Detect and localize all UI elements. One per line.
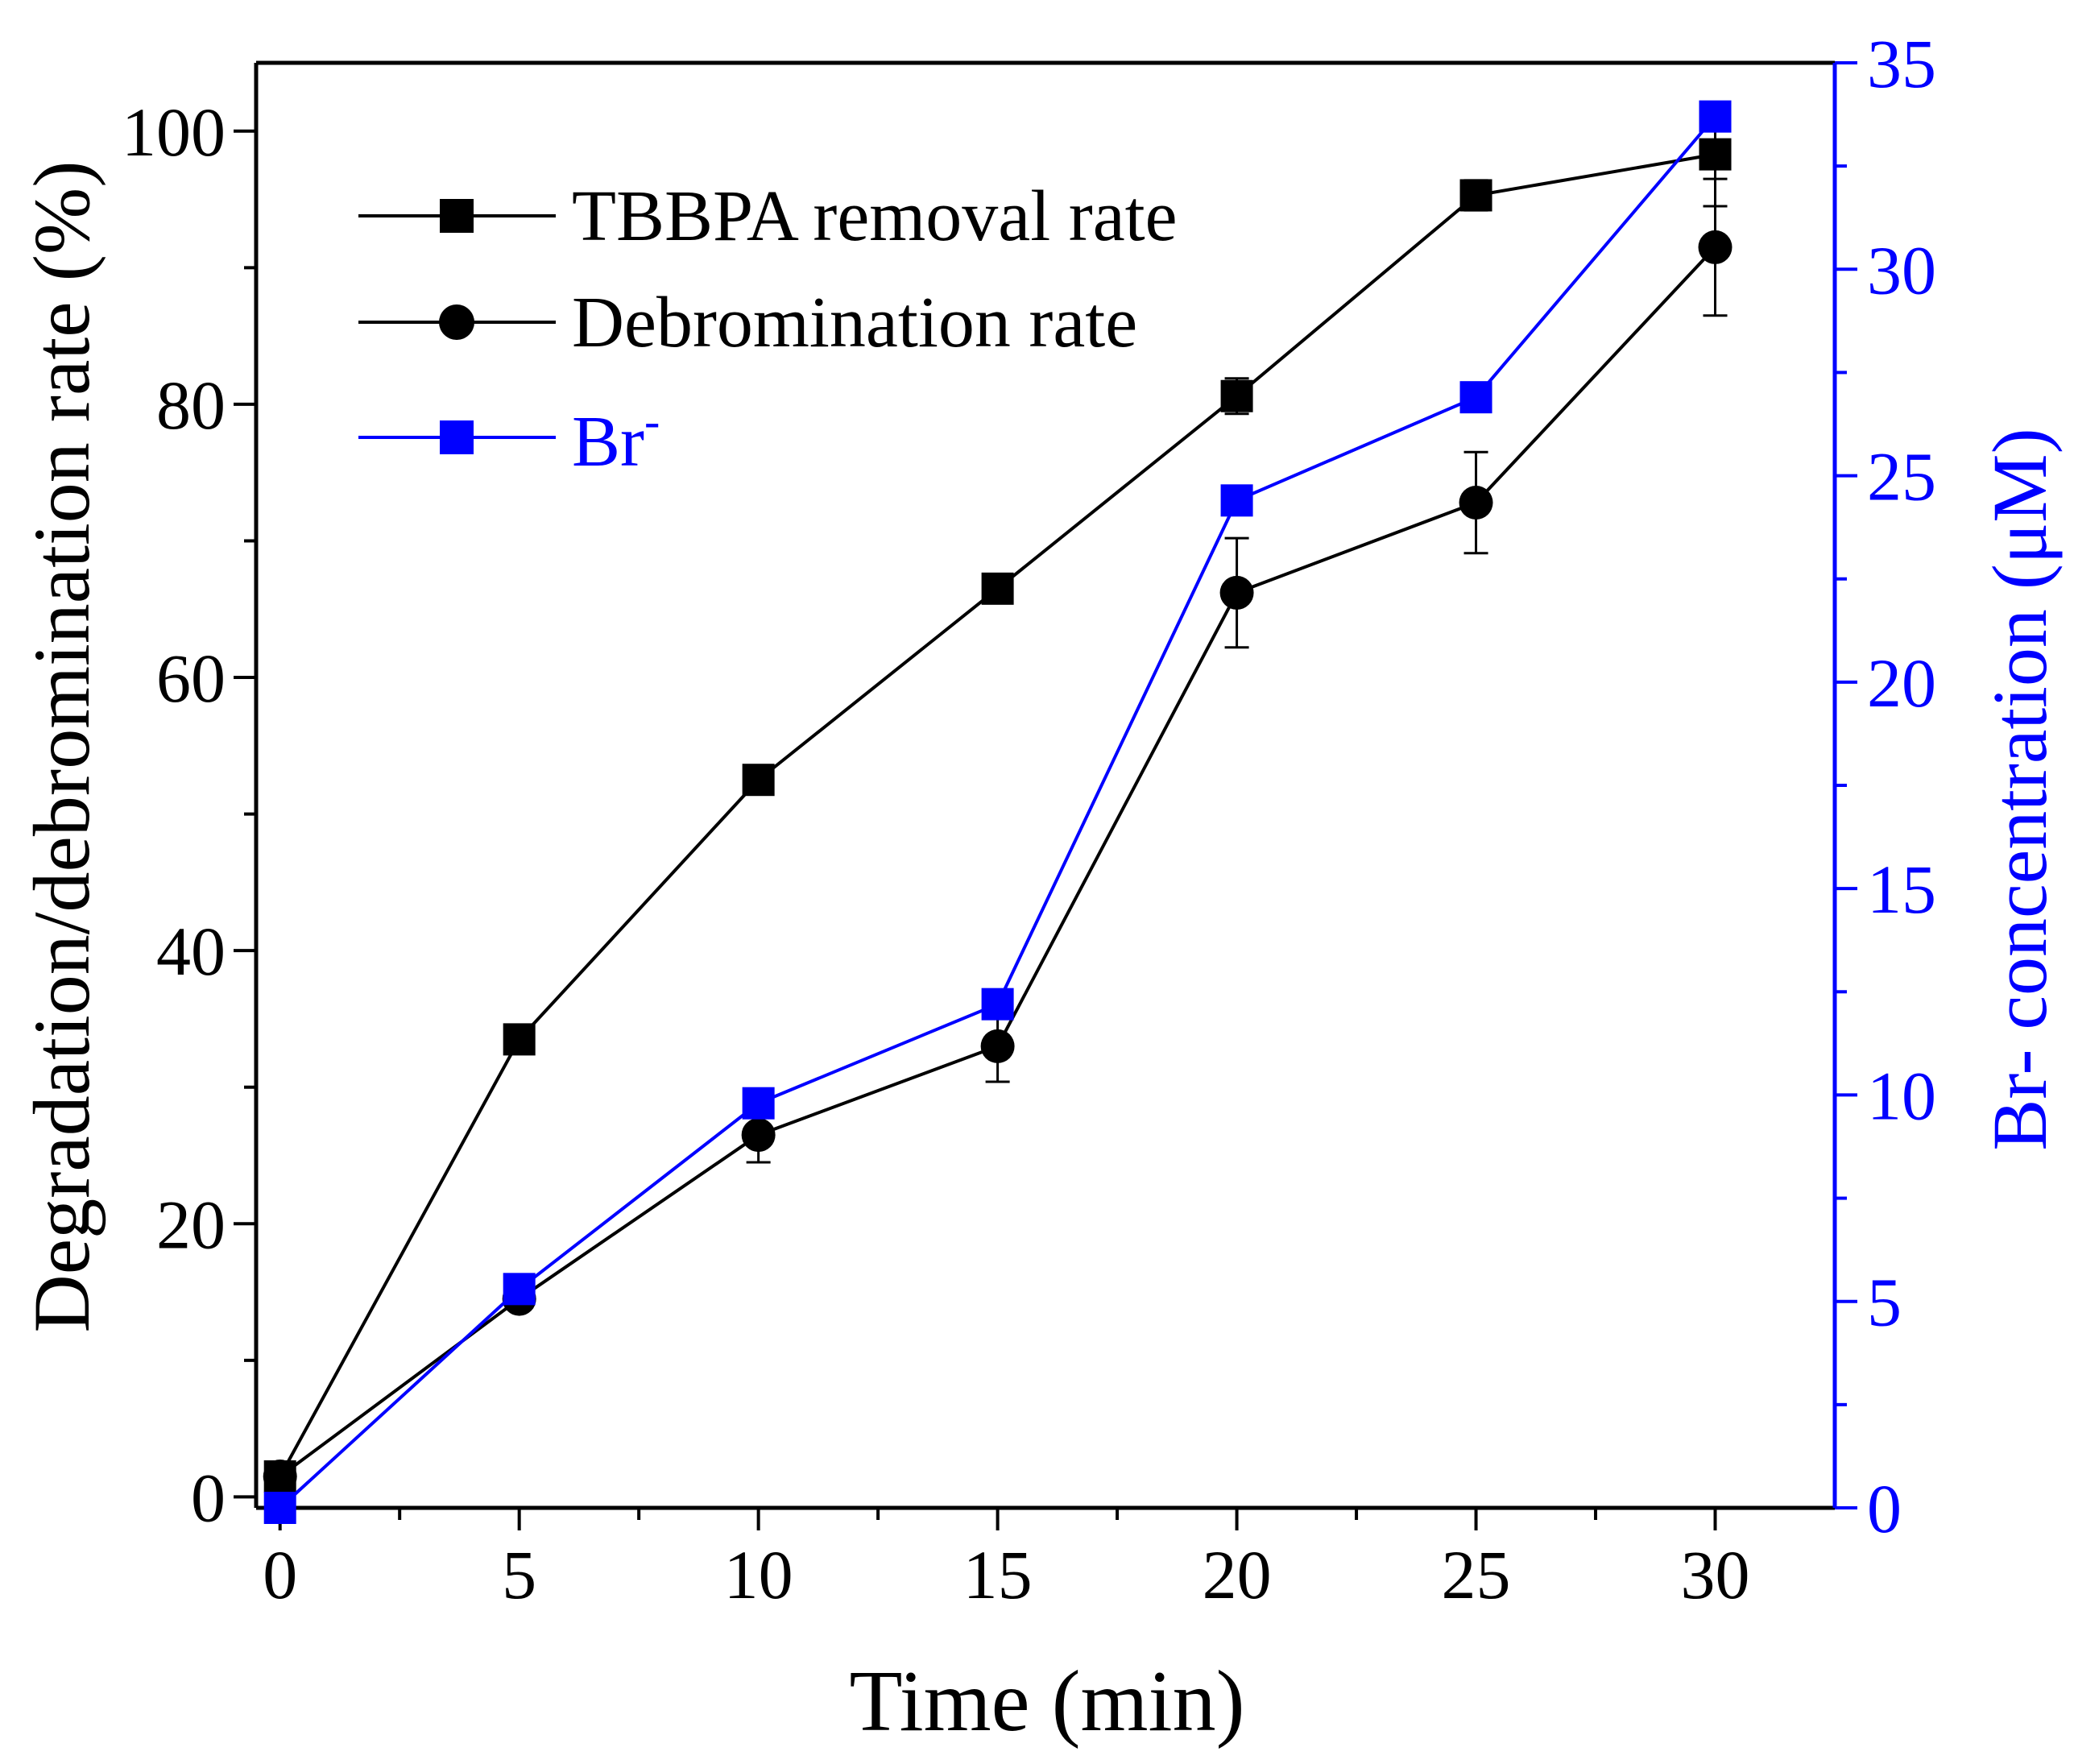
- legend-marker-square: [440, 199, 474, 233]
- data-point: [503, 1023, 536, 1056]
- data-point: [1699, 138, 1732, 171]
- x-tick-label: 25: [1442, 1536, 1511, 1613]
- legend-marker-square-blue: [440, 420, 474, 454]
- data-point: [1459, 179, 1492, 212]
- series-2: [263, 100, 1732, 1524]
- data-point: [1220, 484, 1253, 517]
- legend-label-tbbpa: TBBPA removal rate: [572, 176, 1178, 256]
- y-right-tick-label: 20: [1867, 644, 1936, 722]
- x-tick-label: 5: [502, 1536, 536, 1613]
- data-point: [263, 1460, 297, 1493]
- y-left-tick-label: 20: [156, 1186, 226, 1263]
- x-tick-label: 30: [1681, 1536, 1750, 1613]
- legend-label-br: Br-: [572, 395, 660, 482]
- legend-item-tbbpa: TBBPA removal rate: [358, 176, 1178, 256]
- data-point: [1699, 100, 1732, 133]
- y-axis-left-title: Degradation/debromination rate (%): [17, 161, 106, 1333]
- series-0: [263, 101, 1732, 1493]
- legend-label-br-base: Br: [572, 402, 644, 482]
- series-layer: [263, 100, 1732, 1524]
- data-point: [1220, 379, 1253, 412]
- data-point: [1698, 230, 1732, 264]
- series-1: [263, 177, 1732, 1493]
- legend-item-debromination: Debromination rate: [358, 283, 1137, 362]
- y-right-tick-label: 0: [1867, 1470, 1902, 1547]
- y-axis-right-title: Br- concentration (μM): [1977, 428, 2063, 1150]
- y-right-tick-label: 35: [1867, 25, 1936, 102]
- y-left-tick-label: 0: [191, 1459, 226, 1536]
- data-point: [980, 1029, 1015, 1063]
- legend-label-br-sup: -: [644, 395, 660, 447]
- data-point: [263, 1492, 296, 1524]
- y-right-tick-label: 25: [1867, 438, 1936, 516]
- x-tick-label: 15: [963, 1536, 1033, 1613]
- y-axis-right: 0 5 10 15 20 25 30 35: [1835, 25, 1936, 1547]
- legend: TBBPA removal rate Debromination rate Br…: [358, 176, 1178, 482]
- data-point: [742, 764, 775, 797]
- x-tick-label: 10: [724, 1536, 793, 1613]
- series-line: [279, 246, 1716, 1478]
- data-point: [1459, 486, 1493, 520]
- data-point: [981, 988, 1014, 1021]
- y-right-tick-label: 30: [1867, 231, 1936, 308]
- data-point: [1219, 575, 1254, 610]
- y-left-tick-label: 40: [156, 913, 226, 990]
- data-point: [742, 1087, 775, 1120]
- legend-label-debromination: Debromination rate: [572, 283, 1137, 362]
- y-right-tick-label: 10: [1867, 1057, 1936, 1134]
- data-point: [503, 1273, 536, 1306]
- y-left-tick-label: 60: [156, 640, 226, 717]
- y-right-tick-label: 5: [1867, 1264, 1902, 1341]
- legend-marker-circle: [439, 304, 474, 340]
- data-point: [1459, 381, 1492, 414]
- x-axis: 0 5 10 15 20 25 30: [263, 1508, 1750, 1613]
- x-tick-label: 0: [263, 1536, 297, 1613]
- y-left-tick-label: 100: [122, 93, 226, 171]
- data-point: [741, 1118, 776, 1153]
- x-tick-label: 20: [1203, 1536, 1272, 1613]
- plot-frame: [254, 60, 1837, 1510]
- y-right-tick-label: 15: [1867, 851, 1936, 928]
- y-left-tick-label: 80: [156, 366, 226, 444]
- y-axis-left: 0 20 40 60 80 100: [122, 93, 256, 1536]
- x-axis-title: Time (min): [849, 1654, 1244, 1750]
- legend-item-br: Br-: [358, 395, 660, 482]
- data-point: [981, 572, 1014, 605]
